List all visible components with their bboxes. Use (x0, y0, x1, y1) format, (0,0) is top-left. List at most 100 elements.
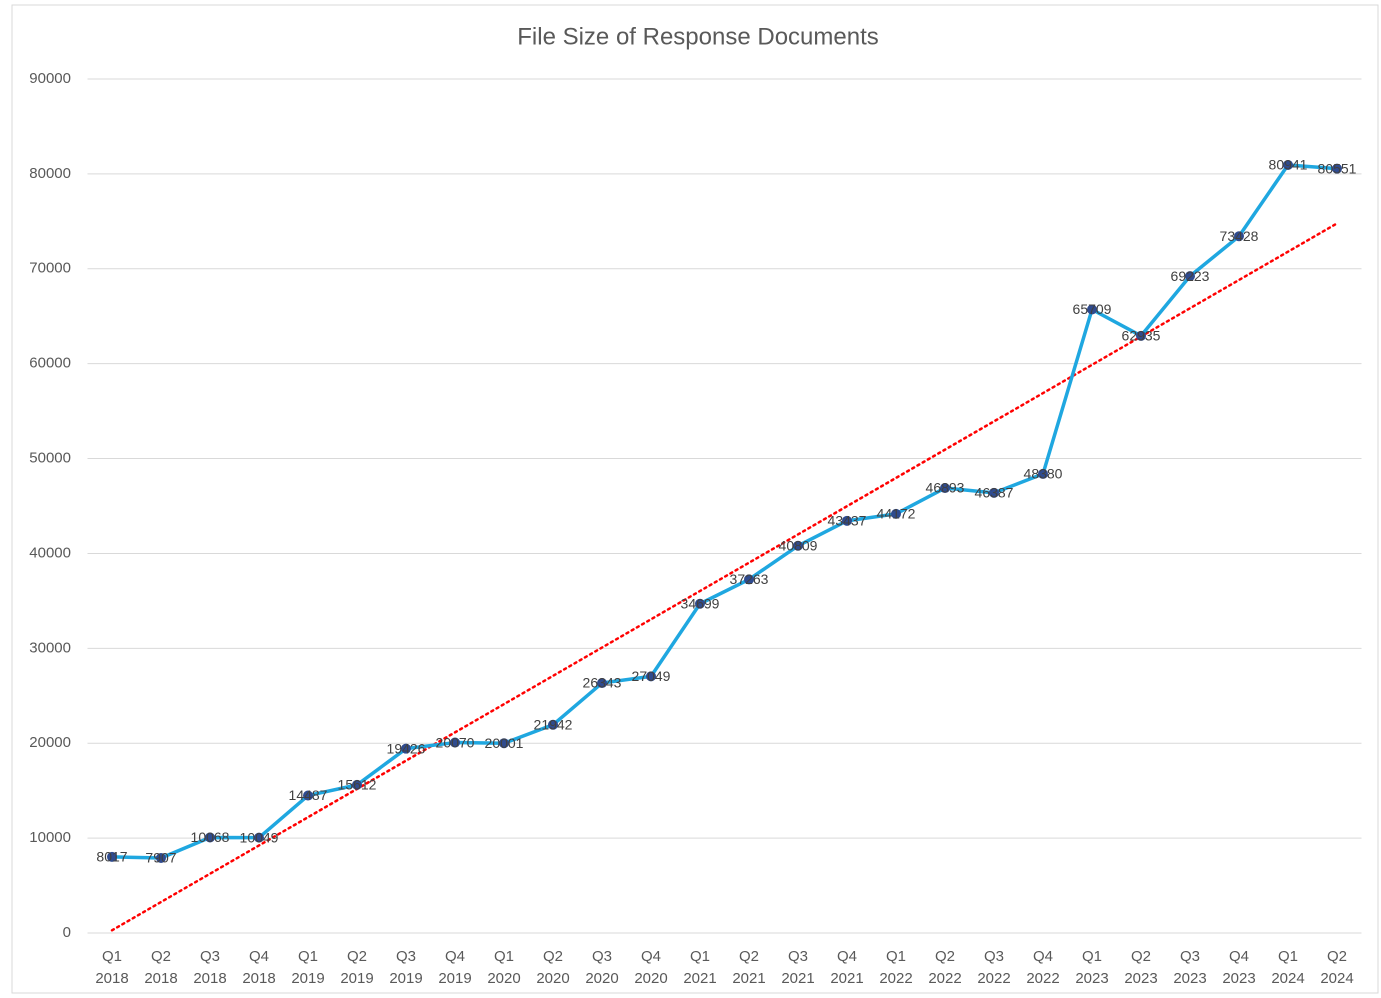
data-point (499, 738, 509, 749)
data-line (111, 163, 1338, 860)
data-point (156, 852, 166, 863)
data-label: 80941 (1269, 157, 1308, 173)
x-tick-label: 2019 (389, 970, 422, 987)
y-tick-label: 60000 (29, 355, 71, 372)
data-label: 37263 (730, 571, 769, 587)
data-point (695, 598, 705, 609)
data-point (1234, 231, 1244, 242)
data-label: 10049 (240, 829, 279, 845)
x-tick-label: 2020 (634, 970, 667, 987)
y-tick-label: 30000 (29, 639, 71, 656)
data-point (793, 540, 803, 551)
data-label: 73428 (1220, 228, 1259, 244)
chart-border (11, 4, 1379, 994)
data-label: 65709 (1073, 301, 1112, 317)
data-point (1283, 159, 1293, 170)
data-label: 8017 (96, 849, 127, 865)
y-tick-label: 50000 (29, 450, 71, 467)
data-label: 20070 (436, 734, 475, 750)
data-label: 26343 (583, 675, 622, 691)
x-tick-label: Q1 (494, 948, 514, 965)
data-label: 69223 (1171, 268, 1210, 284)
x-tick-label: 2020 (585, 970, 618, 987)
data-label: 46387 (975, 485, 1014, 501)
x-tick-label: 2019 (438, 970, 471, 987)
data-point (1087, 304, 1097, 315)
x-tick-label: 2024 (1271, 970, 1304, 987)
data-point (352, 779, 362, 790)
x-tick-label: 2023 (1075, 970, 1108, 987)
data-point (303, 790, 313, 801)
x-tick-label: Q3 (396, 948, 416, 965)
x-tick-label: 2018 (193, 970, 226, 987)
data-label: 19426 (387, 740, 426, 756)
x-tick-label: 2024 (1320, 970, 1353, 987)
data-label: 62935 (1122, 328, 1161, 344)
data-label: 43437 (828, 513, 867, 529)
data-label: 44172 (877, 506, 916, 522)
x-tick-label: Q4 (837, 948, 857, 965)
data-point (205, 832, 215, 843)
x-tick-label: Q2 (739, 948, 759, 965)
data-point (1185, 271, 1195, 282)
x-tick-label: 2021 (683, 970, 716, 987)
x-tick-label: 2022 (879, 970, 912, 987)
data-label: 46893 (926, 480, 965, 496)
x-tick-label: Q4 (1033, 948, 1053, 965)
x-tick-label: Q1 (102, 948, 122, 965)
data-label: 15612 (338, 777, 377, 793)
data-point (842, 515, 852, 526)
data-point (1332, 163, 1342, 174)
data-label: 48380 (1024, 466, 1063, 482)
chart-title: File Size of Response Documents (517, 23, 879, 50)
x-tick-label: Q3 (984, 948, 1004, 965)
x-tick-label: Q1 (298, 948, 318, 965)
x-tick-label: Q1 (1082, 948, 1102, 965)
x-tick-label: Q3 (200, 948, 220, 965)
data-point (597, 678, 607, 689)
x-tick-label: 2023 (1222, 970, 1255, 987)
x-tick-label: Q2 (1327, 948, 1347, 965)
data-label: 27049 (632, 668, 671, 684)
x-tick-label: 2023 (1173, 970, 1206, 987)
x-tick-label: Q2 (1131, 948, 1151, 965)
x-tick-label: 2023 (1124, 970, 1157, 987)
data-point (401, 743, 411, 754)
y-tick-label: 20000 (29, 734, 71, 751)
data-point (989, 487, 999, 498)
y-tick-label: 10000 (29, 829, 71, 846)
y-tick-label: 0 (63, 924, 71, 941)
trendline (110, 222, 1339, 932)
data-label: 10068 (191, 829, 230, 845)
data-point (107, 851, 117, 862)
data-label: 7907 (145, 850, 176, 866)
data-point (891, 508, 901, 519)
x-tick-label: 2019 (291, 970, 324, 987)
data-label: 14487 (289, 787, 328, 803)
y-tick-label: 90000 (29, 70, 71, 87)
x-tick-label: 2022 (977, 970, 1010, 987)
x-tick-label: Q4 (641, 948, 661, 965)
data-label: 80551 (1318, 160, 1357, 176)
data-point (450, 737, 460, 748)
x-tick-label: Q3 (1180, 948, 1200, 965)
data-point (254, 832, 264, 843)
x-tick-label: 2022 (928, 970, 961, 987)
x-tick-label: Q2 (543, 948, 563, 965)
data-label: 34699 (681, 595, 720, 611)
data-point (646, 671, 656, 682)
x-tick-label: 2021 (830, 970, 863, 987)
data-point (548, 719, 558, 730)
x-tick-label: Q1 (1278, 948, 1298, 965)
x-tick-label: Q4 (445, 948, 465, 965)
data-label: 21942 (534, 716, 573, 732)
y-tick-label: 70000 (29, 260, 71, 277)
data-point (1136, 330, 1146, 341)
data-label: 20001 (485, 735, 524, 751)
x-tick-label: 2020 (487, 970, 520, 987)
x-tick-label: Q2 (347, 948, 367, 965)
x-tick-label: Q2 (151, 948, 171, 965)
x-tick-label: Q2 (935, 948, 955, 965)
x-tick-label: 2018 (95, 970, 128, 987)
